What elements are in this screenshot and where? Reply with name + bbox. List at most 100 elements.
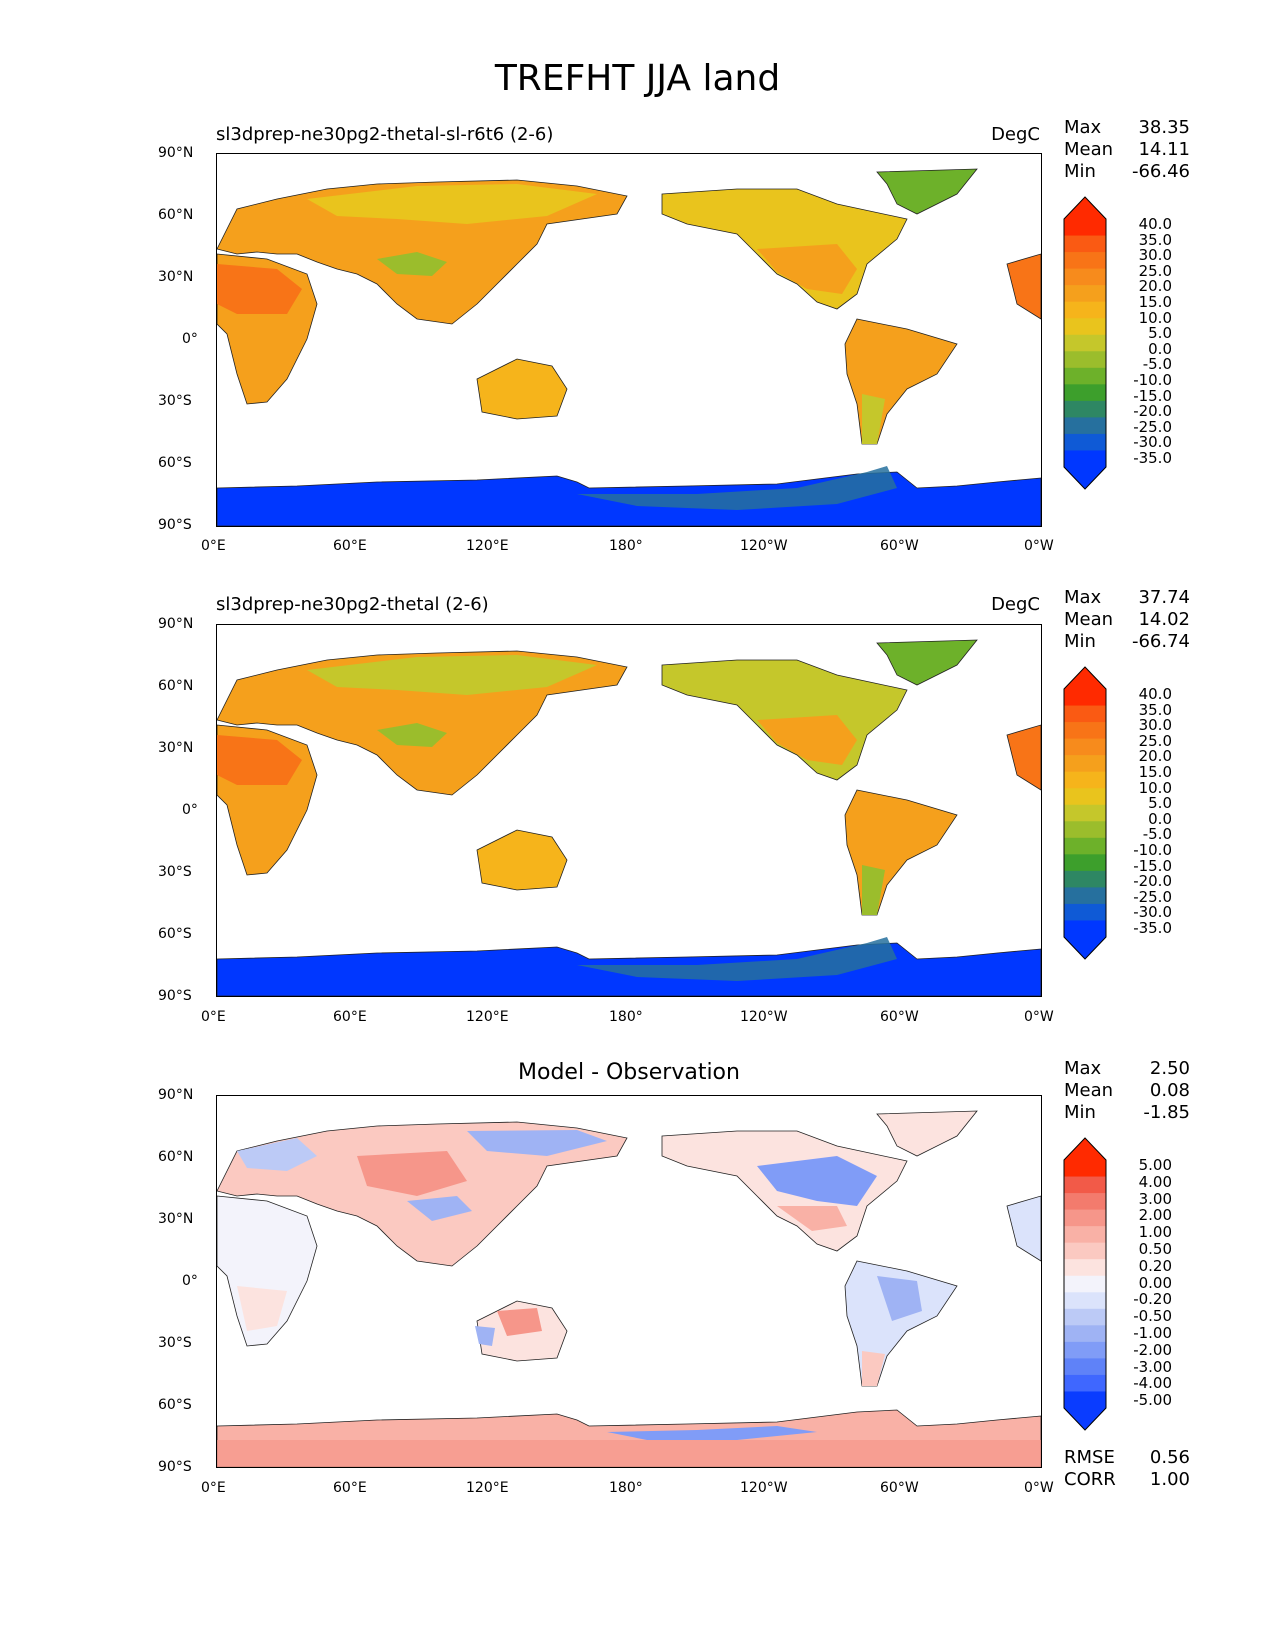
panel-2-lon-tick: 0°W bbox=[1024, 1009, 1054, 1025]
panel-3-lat-tick: 0° bbox=[182, 1273, 198, 1289]
panel-1-lat-tick: 60°N bbox=[158, 207, 194, 223]
panel-1-lat-tick: 60°S bbox=[158, 455, 192, 471]
panel-1-lat-tick: 90°S bbox=[158, 517, 192, 533]
panel-2-map bbox=[216, 624, 1042, 997]
greenland bbox=[876, 1110, 978, 1157]
panel-3-max-value: 2.50 bbox=[1149, 1058, 1190, 1079]
panel-1-lon-tick: 60°E bbox=[333, 538, 367, 554]
panel-1-lon-tick: 0°W bbox=[1024, 538, 1054, 554]
colorbar-tick-label: 25.0 bbox=[1138, 731, 1172, 750]
panel-3-mean-label: Mean bbox=[1064, 1080, 1114, 1101]
panel-3-map-svg bbox=[217, 1110, 1041, 1467]
colorbar-tick-label: -5.0 bbox=[1142, 355, 1172, 374]
panel-1-lon-tick: 180° bbox=[609, 538, 643, 554]
colorbar-bin bbox=[1064, 887, 1106, 905]
colorbar-tick-label: -10.0 bbox=[1133, 371, 1172, 389]
panel-3-lon-tick: 120°E bbox=[466, 1480, 509, 1496]
panel-1-map-svg bbox=[217, 168, 1041, 526]
panel-3-mean-value: 0.08 bbox=[1149, 1080, 1190, 1101]
colorbar-bin bbox=[1064, 738, 1106, 756]
panel-2-lon-tick: 0°E bbox=[201, 1009, 226, 1025]
panel-3-colorbar bbox=[1062, 1136, 1108, 1432]
panel-2-mean-value: 14.02 bbox=[1138, 609, 1190, 630]
colorbar-bin bbox=[1064, 367, 1106, 385]
panel-3-lon-tick: 60°W bbox=[880, 1480, 919, 1496]
panel-3-lat-tick: 90°N bbox=[158, 1087, 194, 1103]
panel-2-max-value: 37.74 bbox=[1138, 587, 1190, 608]
colorbar-extend-max bbox=[1064, 1138, 1106, 1160]
panel-3-corr-value: 1.00 bbox=[1149, 1469, 1190, 1490]
colorbar-bin bbox=[1064, 870, 1106, 888]
colorbar-tick-label: -30.0 bbox=[1133, 903, 1172, 922]
panel-3-lon-tick: 0°W bbox=[1024, 1480, 1054, 1496]
colorbar-tick-label: 1.00 bbox=[1138, 1223, 1172, 1242]
usa-warm bbox=[757, 715, 857, 765]
colorbar-tick-label: -10.0 bbox=[1133, 841, 1172, 859]
antarctica-west bbox=[577, 466, 897, 510]
australia-warm bbox=[497, 1308, 542, 1336]
panel-1-map bbox=[216, 153, 1042, 527]
colorbar-extend-max bbox=[1064, 197, 1106, 219]
greenland bbox=[876, 639, 978, 686]
colorbar-bin bbox=[1064, 689, 1106, 707]
colorbar-bin bbox=[1064, 920, 1106, 938]
colorbar-tick-label: 25.0 bbox=[1138, 261, 1172, 280]
panel-2-map-svg bbox=[217, 639, 1041, 996]
panel-3-lon-tick: 120°W bbox=[740, 1480, 788, 1496]
colorbar-bin bbox=[1064, 1193, 1106, 1211]
panel-1-title: sl3dprep-ne30pg2-thetal-sl-r6t6 (2-6) bbox=[216, 124, 554, 145]
africa-west-edge bbox=[1006, 253, 1041, 320]
colorbar-tick-label: -5.0 bbox=[1142, 825, 1172, 844]
usa-warm bbox=[757, 244, 857, 294]
panel-3-lon-tick: 180° bbox=[609, 1480, 643, 1496]
colorbar-bin bbox=[1064, 318, 1106, 336]
colorbar-tick-label: 0.0 bbox=[1148, 809, 1172, 828]
panel-3-title: Model - Observation bbox=[518, 1060, 740, 1085]
panel-1-lon-tick: 120°E bbox=[466, 538, 509, 554]
colorbar-extend-min bbox=[1064, 1408, 1106, 1430]
colorbar-bin bbox=[1064, 755, 1106, 773]
panel-3-min-value: -1.85 bbox=[1143, 1102, 1190, 1123]
africa-west-edge bbox=[1006, 724, 1041, 791]
colorbar-tick-label: 5.00 bbox=[1138, 1156, 1172, 1174]
panel-3-min-label: Min bbox=[1064, 1102, 1096, 1123]
south-america bbox=[844, 789, 958, 916]
colorbar-tick-label: -15.0 bbox=[1133, 386, 1172, 405]
panel-2-lon-tick: 60°W bbox=[880, 1009, 919, 1025]
colorbar-tick-label: 2.00 bbox=[1138, 1206, 1172, 1225]
panel-3-lon-tick: 60°E bbox=[333, 1480, 367, 1496]
colorbar-bin bbox=[1064, 252, 1106, 270]
colorbar-tick-label: -4.00 bbox=[1133, 1374, 1172, 1393]
panel-3-lon-tick: 0°E bbox=[201, 1480, 226, 1496]
colorbar-bin bbox=[1064, 1275, 1106, 1293]
sahara-hot bbox=[217, 735, 302, 785]
panel-2-lat-tick: 30°N bbox=[158, 740, 194, 756]
tibet-cool bbox=[377, 252, 447, 276]
south-america-cool bbox=[877, 1276, 922, 1321]
colorbar-bin bbox=[1064, 722, 1106, 740]
colorbar-tick-label: 15.0 bbox=[1138, 293, 1172, 311]
panel-1-colorbar-svg bbox=[1063, 196, 1107, 490]
colorbar-tick-label: 0.00 bbox=[1138, 1273, 1172, 1292]
colorbar-tick-label: 0.20 bbox=[1138, 1256, 1172, 1275]
central-asia-warm bbox=[357, 1151, 467, 1196]
colorbar-bin bbox=[1064, 854, 1106, 872]
panel-2-lat-tick: 30°S bbox=[158, 864, 192, 880]
colorbar-tick-label: 3.00 bbox=[1138, 1189, 1172, 1208]
colorbar-bin bbox=[1064, 285, 1106, 303]
tibet-cool bbox=[407, 1196, 472, 1221]
colorbar-bin bbox=[1064, 1358, 1106, 1376]
colorbar-bin bbox=[1064, 1160, 1106, 1178]
colorbar-tick-label: -15.0 bbox=[1133, 856, 1172, 875]
colorbar-tick-label: 0.0 bbox=[1148, 339, 1172, 358]
colorbar-bin bbox=[1064, 1259, 1106, 1277]
colorbar-tick-label: -25.0 bbox=[1133, 417, 1172, 436]
panel-3-lat-tick: 60°S bbox=[158, 1397, 192, 1413]
colorbar-tick-label: -35.0 bbox=[1133, 449, 1172, 467]
colorbar-bin bbox=[1064, 903, 1106, 921]
panel-2-lat-tick: 0° bbox=[182, 802, 198, 818]
panel-3-lat-tick: 60°N bbox=[158, 1149, 194, 1165]
panel-3-lat-tick: 90°S bbox=[158, 1459, 192, 1475]
panel-1-lon-tick: 120°W bbox=[740, 538, 788, 554]
colorbar-bin bbox=[1064, 788, 1106, 806]
